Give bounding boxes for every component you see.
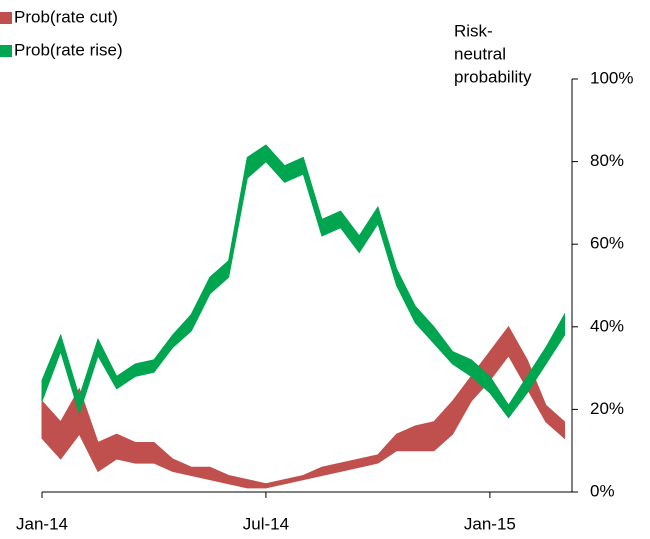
y-tick-label: 80% [590, 151, 624, 170]
y-tick-label: 60% [590, 234, 624, 253]
y-tick-label: 100% [590, 68, 633, 87]
band-area [41, 144, 566, 419]
band-area [41, 325, 566, 489]
y-tick-label: 40% [590, 316, 624, 335]
x-tick-label: Jul-14 [243, 514, 289, 533]
y-axis-label: neutral [454, 44, 506, 63]
y-axis-label: Risk- [454, 21, 493, 40]
legend-label: Prob(rate rise) [14, 40, 123, 59]
legend-swatch [0, 12, 12, 24]
y-tick-label: 0% [590, 481, 615, 500]
x-tick-label: Jan-14 [16, 514, 68, 533]
y-axis-label: probability [454, 67, 532, 86]
legend-swatch [0, 45, 12, 57]
legend-label: Prob(rate cut) [14, 7, 118, 26]
y-tick-label: 20% [590, 399, 624, 418]
x-tick-label: Jan-15 [464, 514, 516, 533]
